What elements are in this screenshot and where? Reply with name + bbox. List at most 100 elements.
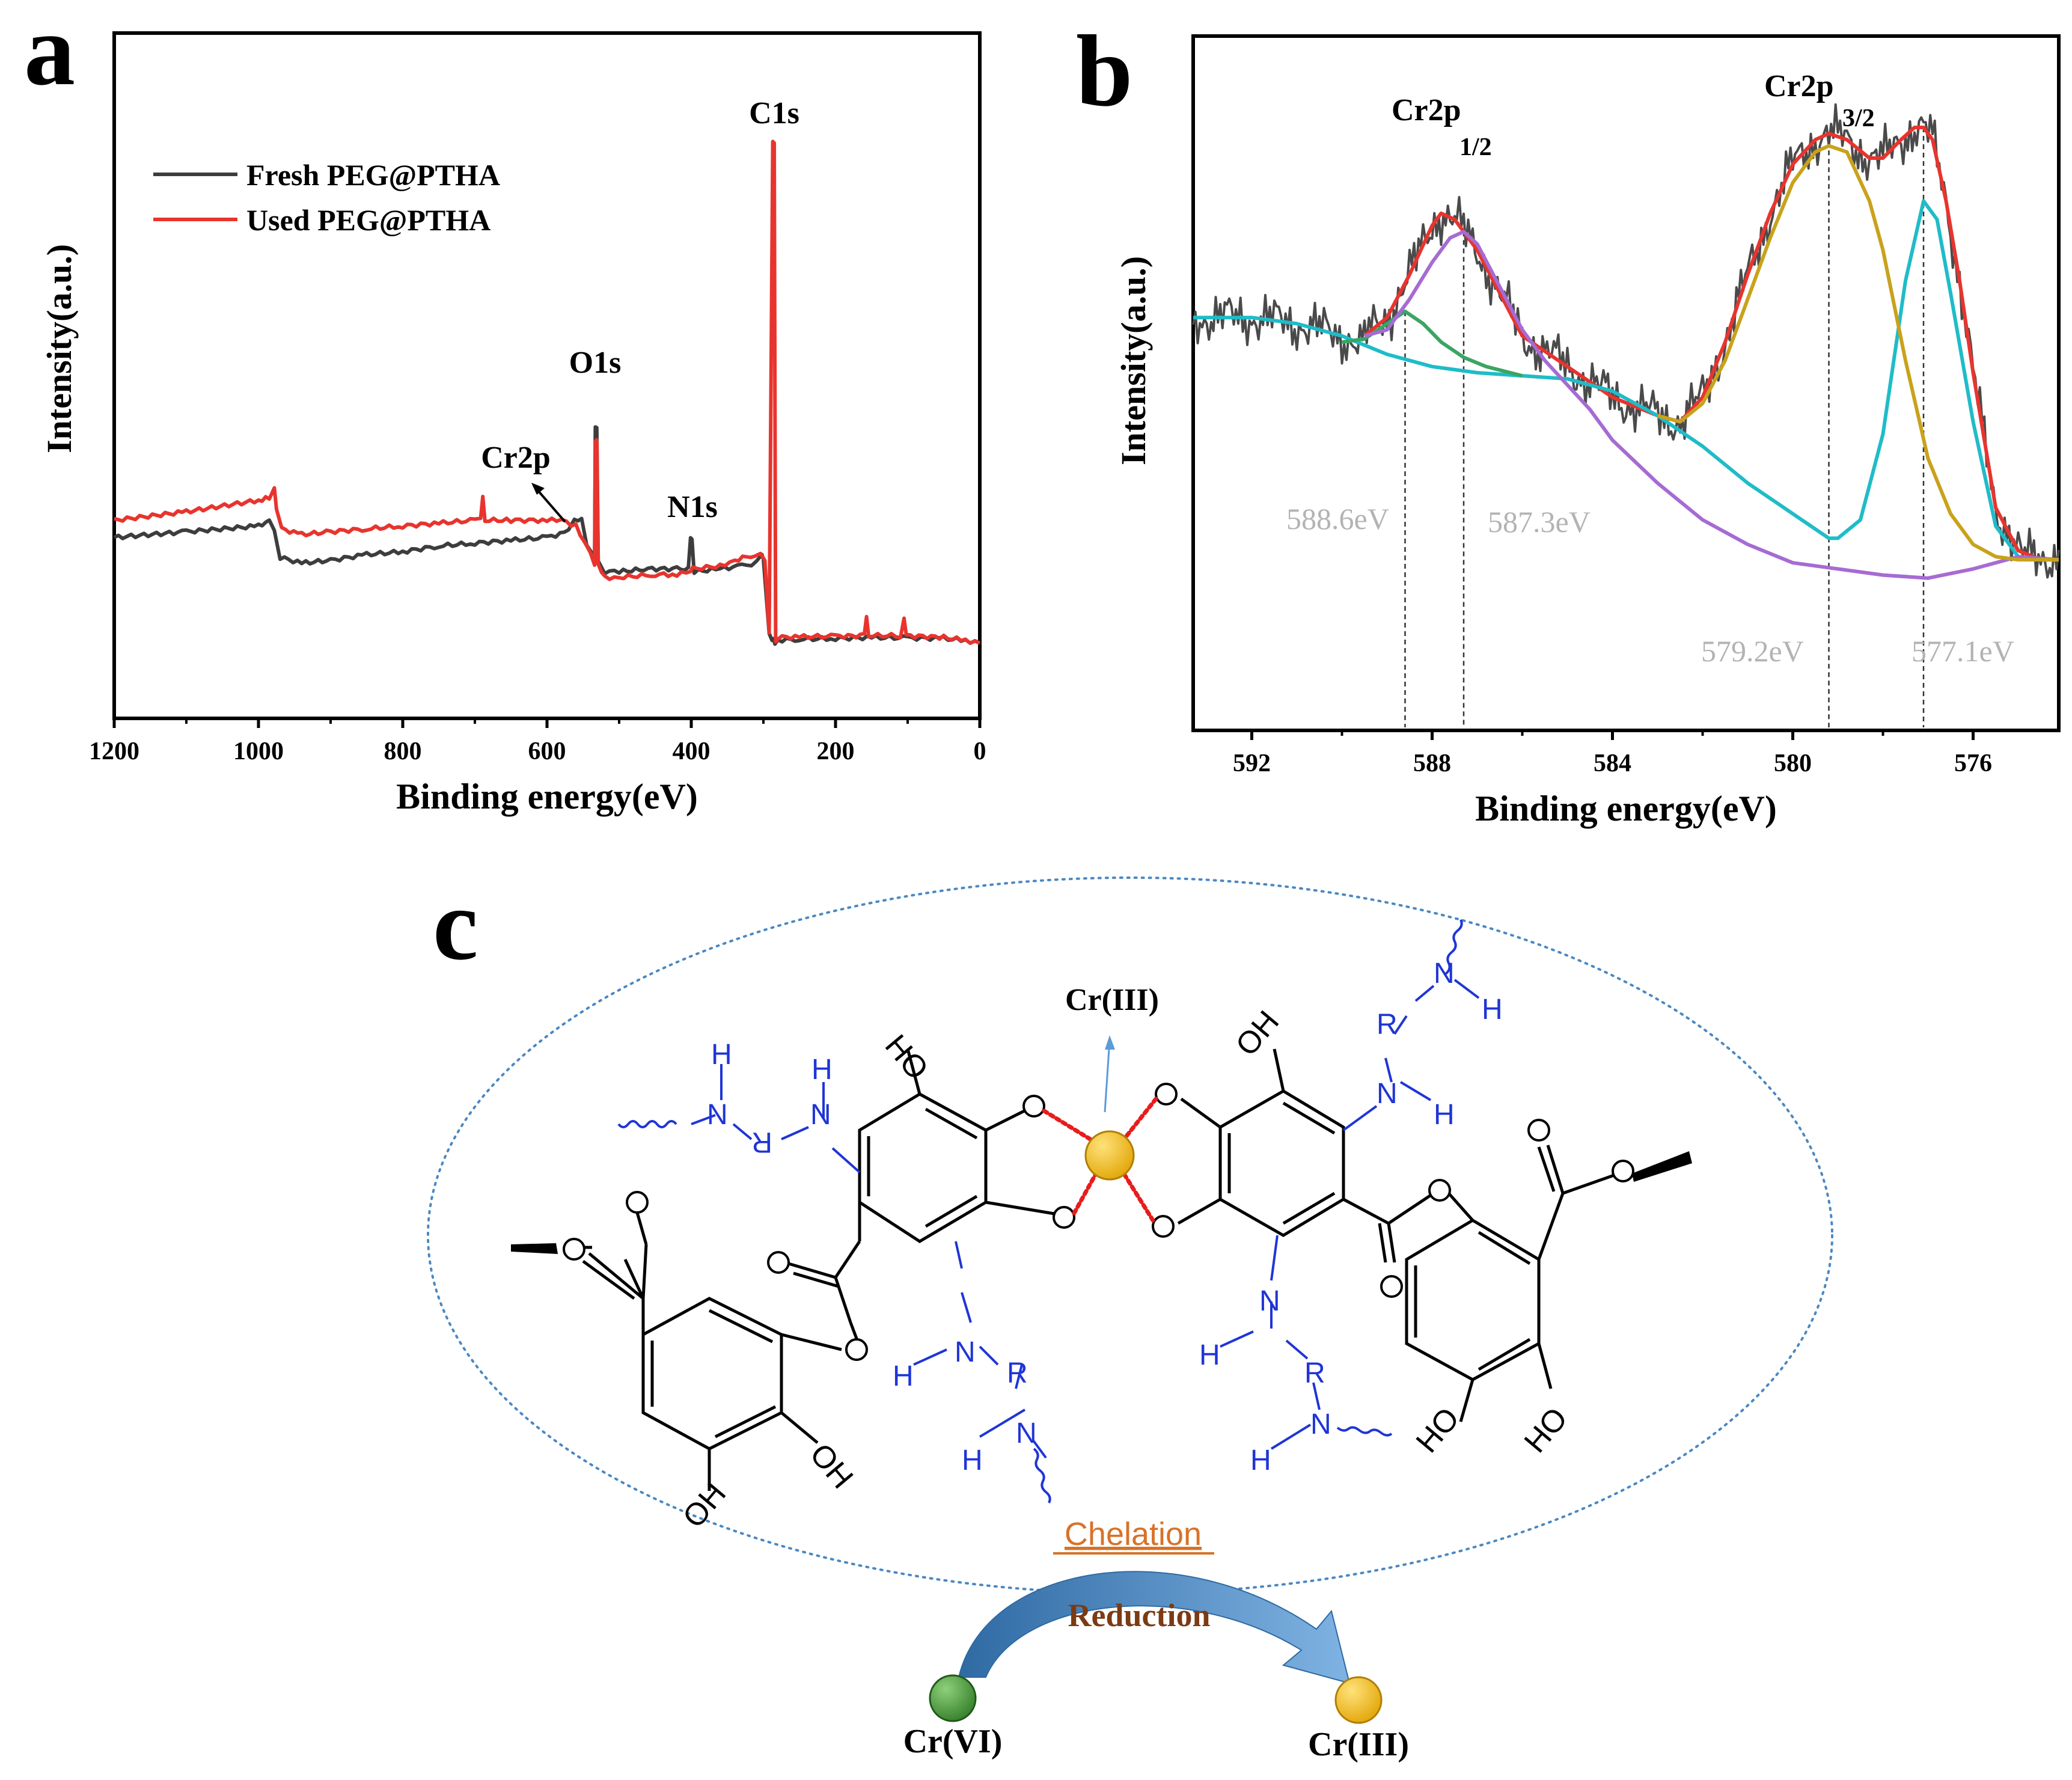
hydroxyl-label: OH [1229,1005,1286,1063]
nitrogen-label: N [707,1099,728,1131]
hydroxyl-label: HO [878,1028,935,1086]
panel-c-letter: c [433,868,478,981]
hydroxyl-label: OH [803,1437,860,1495]
r-group-label: R [1304,1357,1325,1389]
o-atom [767,1251,790,1274]
panel-a-plot [113,139,981,646]
peak-label-n1s: N1s [667,490,718,524]
hydrogen-label: H [811,1054,833,1086]
panel-b-plot [1192,103,2060,580]
x-tick-label: 584 [1594,750,1631,777]
ring-right-outer [1405,1219,1541,1381]
scheme-cr3-top-label: Cr(III) [1065,983,1159,1017]
series-background [1193,199,2059,562]
amine-arms [617,919,1480,1503]
scheme-bonds [511,1048,1692,1491]
hydroxyl-label: HO [1410,1401,1467,1460]
panel-b: b 592 588 584 580 576 Binding energy(eV) Int… [1076,14,2061,828]
cr3-bottom-label: Cr(III) [1308,1726,1409,1763]
ev-label-579-2: 579.2eV [1701,634,1804,668]
hydrogen-label: H [1434,1099,1455,1131]
cr2p-arrow [531,483,566,523]
hydrogen-label: H [962,1445,983,1476]
x-tick-label: 400 [673,738,711,765]
oxygen-atoms [563,1083,1634,1361]
series-fit-587-3-ev [1364,230,2059,580]
x-tick-label: 1200 [89,738,139,765]
nitrogen-label: N [1377,1078,1398,1110]
panel-c: c Cr(III) [427,868,1833,1763]
x-tick-label: 800 [384,738,422,765]
o-atom [626,1191,649,1214]
legend-label-fresh: Fresh PEG@PTHA [246,158,500,192]
nitrogen-label: N [1310,1408,1331,1440]
x-tick-label: 1000 [233,738,284,765]
hydrogen-label: H [1250,1445,1271,1476]
x-tick-label: 580 [1774,750,1812,777]
legend-label-used: Used PEG@PTHA [246,203,490,237]
cr3-product-ball [1334,1676,1383,1724]
peak-label-c1s: C1s [749,96,799,130]
series-fresh [113,425,981,646]
hydrogen-label: H [1199,1339,1220,1371]
hydroxyl-label: HO [1518,1401,1575,1460]
cr6-ball [929,1674,977,1722]
cr3-central-ball [1084,1130,1135,1181]
x-tick-label: 600 [528,738,566,765]
peak-label-cr2p: Cr2p [481,441,551,475]
panel-a-ylabel: Intensity(a.u.) [40,244,79,453]
x-tick-label: 200 [817,738,855,765]
hydroxyl-label: OH [676,1476,733,1535]
ring-lower-left [641,1297,783,1451]
peak-label-o1s: O1s [569,346,622,380]
panel-b-frame [1191,34,2061,732]
o-atom [845,1338,868,1361]
label-cr2p-3half: Cr2p [1764,69,1834,103]
label-cr2p-half: Cr2p [1392,93,1461,127]
x-tick-label: 0 [974,738,986,765]
o-atom [1053,1206,1075,1229]
panel-a-letter: a [24,0,75,106]
r-group-label: R [1007,1357,1028,1389]
ring-right [1218,1089,1345,1237]
x-tick-label: 576 [1954,750,1992,777]
label-cr2p-half-sub: 1/2 [1459,133,1492,161]
panel-b-guides [1404,127,1925,727]
o-atom [1022,1095,1045,1118]
panel-a-frame [112,31,982,720]
chelation-arrow [958,1571,1351,1684]
o-atom [1428,1179,1451,1202]
o-atom [563,1238,585,1261]
r-group-label: R [1377,1009,1398,1041]
panel-a-xlabel: Binding energy(eV) [396,777,698,816]
panel-b-letter: b [1076,14,1133,127]
panel-a-x-ticks: 1200 1000 800 600 400 200 0 [89,718,986,765]
series-envelope [1363,126,2059,562]
panel-b-ylabel: Intensity(a.u.) [1114,256,1153,465]
r-group-label: R [751,1126,772,1158]
nitrogen-label: N [1259,1285,1280,1317]
cr3-pointer-arrow [1104,1035,1115,1113]
nitrogen-label: N [1434,958,1455,989]
panel-b-x-ticks: 592 588 584 580 576 [1233,730,1992,777]
series-used [114,139,981,645]
series-fit-579-2-ev [1657,144,2059,562]
scheme-ellipse [427,876,1833,1594]
o-atom [1380,1275,1403,1298]
hydrogen-label: H [1482,994,1503,1026]
amine-labels: N R N H H N H R N H N H R N H N H R N H [707,958,1503,1476]
chelation-label: Chelation [1065,1516,1202,1552]
ev-label-577-1: 577.1eV [1912,634,2014,668]
nitrogen-label: N [955,1336,976,1368]
x-tick-label: 592 [1233,750,1271,777]
o-atom [1152,1215,1175,1238]
hydrogen-label: H [711,1039,732,1071]
o-atom [1612,1160,1634,1182]
label-cr2p-3half-sub: 3/2 [1842,105,1875,132]
nitrogen-label: N [810,1099,831,1131]
ring-left [858,1092,988,1243]
o-atom [1155,1083,1178,1106]
ev-label-588-6: 588.6eV [1286,502,1389,536]
o-atom [1527,1119,1550,1142]
